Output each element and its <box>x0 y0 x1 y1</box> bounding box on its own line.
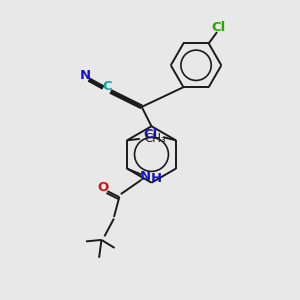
Text: N: N <box>80 69 91 82</box>
Text: Cl: Cl <box>144 128 158 141</box>
Text: Cl: Cl <box>211 22 225 34</box>
Text: CH₃: CH₃ <box>144 132 166 146</box>
Text: N: N <box>140 170 151 183</box>
Text: C: C <box>102 80 112 93</box>
Text: H: H <box>151 172 162 185</box>
Text: O: O <box>98 181 109 194</box>
